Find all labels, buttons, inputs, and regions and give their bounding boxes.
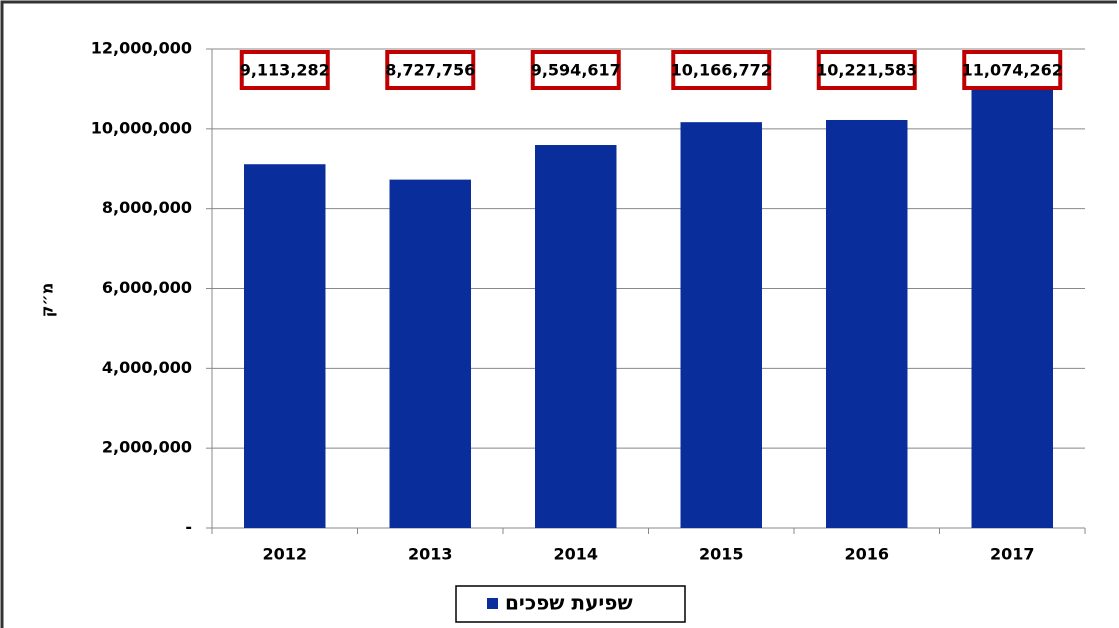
- y-tick-label: 6,000,000: [102, 278, 192, 297]
- value-label-box: [385, 50, 476, 90]
- bar: [389, 179, 471, 528]
- legend-label: שפיעת שפכים: [505, 591, 633, 615]
- x-tick-label: 2013: [408, 545, 453, 564]
- value-label: 9,113,282: [240, 61, 330, 80]
- x-tick-label: 2012: [262, 545, 307, 564]
- value-label: 10,166,772: [671, 61, 772, 80]
- value-label-box: [671, 50, 772, 90]
- value-label: 9,594,617: [531, 61, 621, 80]
- bar: [971, 85, 1053, 528]
- value-label-box: [239, 50, 330, 90]
- y-axis-label: מ״ק: [38, 283, 57, 318]
- value-label-box: [816, 50, 917, 90]
- bar: [826, 119, 908, 529]
- y-tick-label: 10,000,000: [91, 118, 192, 137]
- value-label: 8,727,756: [385, 61, 475, 80]
- bar: [535, 145, 617, 528]
- bar: [244, 164, 326, 529]
- x-tick-label: 2014: [553, 545, 598, 564]
- x-tick-label: 2016: [844, 545, 889, 564]
- x-tick-label: 2015: [699, 545, 744, 564]
- value-label-box: [962, 50, 1063, 90]
- value-label-box: [530, 50, 621, 90]
- y-tick-label: 12,000,000: [91, 39, 192, 58]
- value-label: 11,074,262: [962, 61, 1063, 80]
- legend-swatch: [487, 598, 498, 609]
- y-tick-label: 4,000,000: [102, 358, 192, 377]
- y-tick-label: 2,000,000: [102, 438, 192, 457]
- x-tick-label: 2017: [990, 545, 1035, 564]
- y-tick-label: 8,000,000: [102, 198, 192, 217]
- value-label: 10,221,583: [816, 61, 917, 80]
- y-tick-label: -: [185, 518, 192, 537]
- bar: [680, 122, 762, 528]
